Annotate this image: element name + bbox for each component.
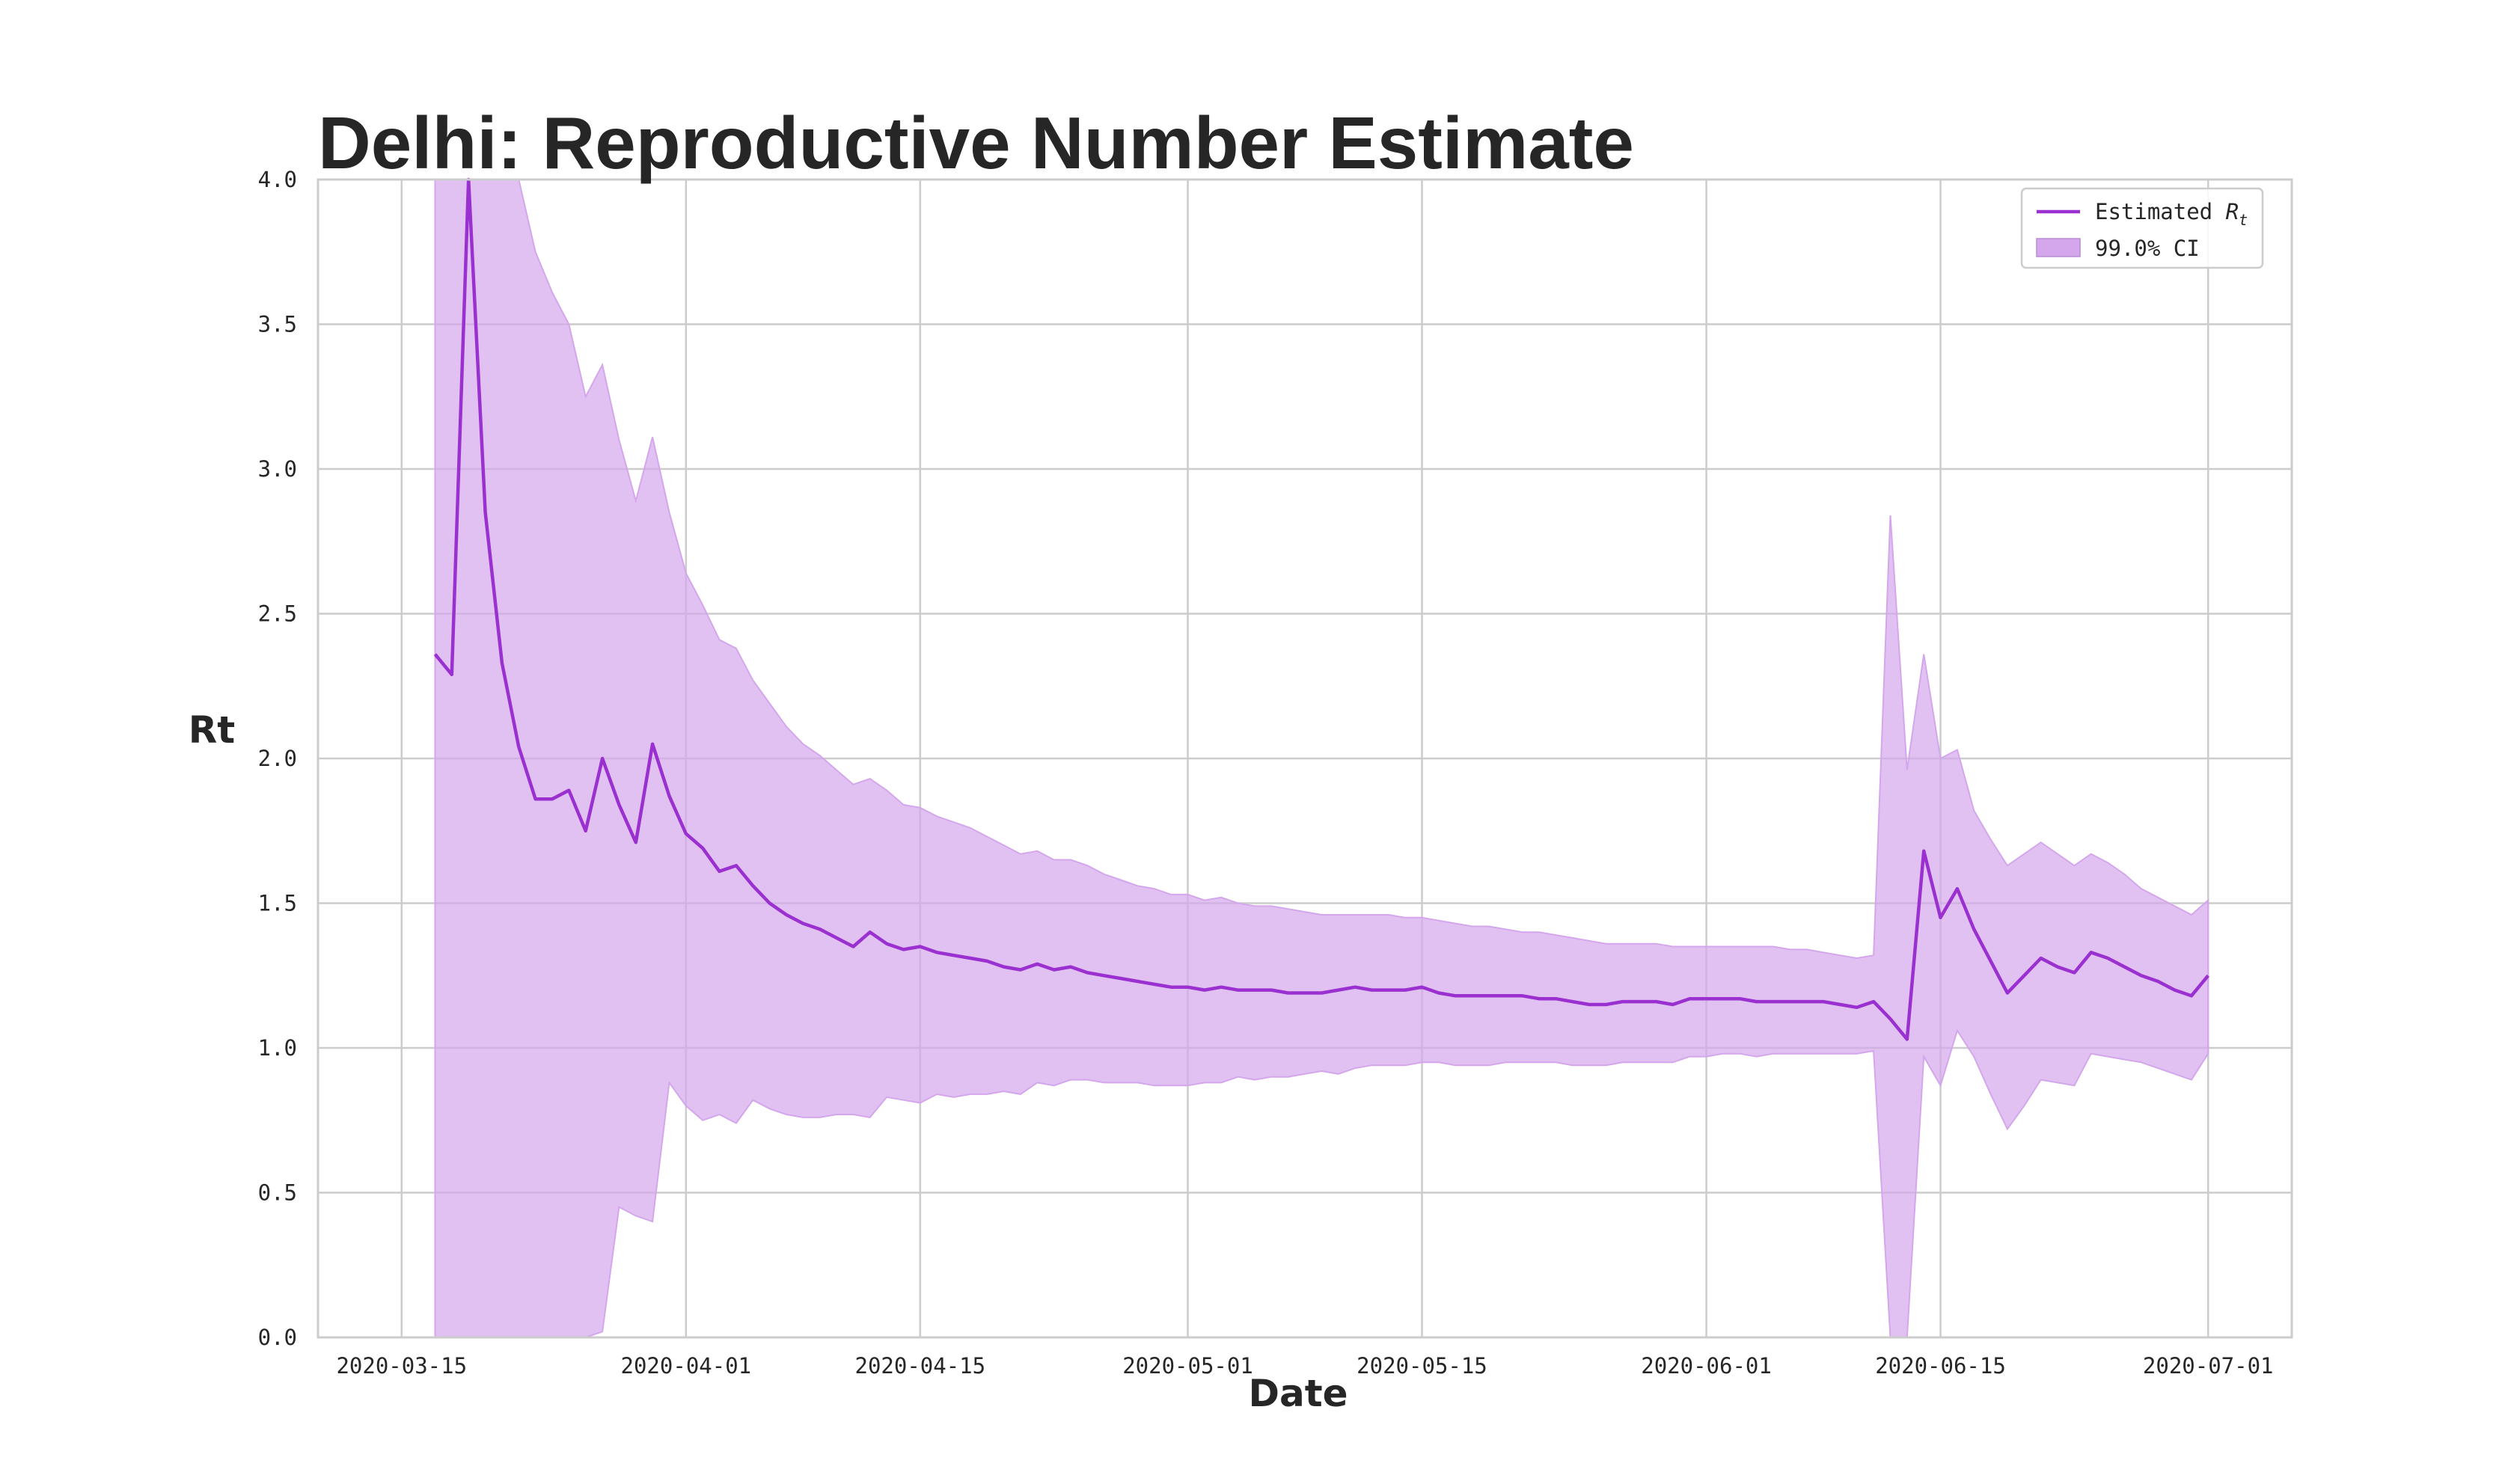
- plot-area: [316, 178, 2293, 1339]
- y-axis-ticks: 0.0 0.5 1.0 1.5 2.0 2.5 3.0 3.5 4.0: [258, 167, 297, 1350]
- x-axis-ticks: 2020-03-15 2020-04-01 2020-04-15 2020-05-01…: [336, 1353, 2273, 1379]
- x-tick-label: 2020-06-15: [1875, 1353, 2006, 1379]
- legend-band-label: 99.0% CI: [2095, 236, 2200, 261]
- legend-frame: [2020, 187, 2264, 269]
- y-tick-label: 3.5: [258, 312, 297, 337]
- legend-line-label: Estimated Rt: [2095, 199, 2248, 229]
- y-tick-label: 0.0: [258, 1325, 297, 1350]
- x-tick-label: 2020-04-15: [855, 1353, 986, 1379]
- y-tick-label: 0.5: [258, 1180, 297, 1206]
- x-tick-label: 2020-06-01: [1641, 1353, 1772, 1379]
- y-tick-label: 3.0: [258, 456, 297, 482]
- ci-band: [434, 179, 2209, 1338]
- x-tick-label: 2020-03-15: [336, 1353, 467, 1379]
- chart-title: Delhi: Reproductive Number Estimate: [318, 102, 1634, 184]
- y-tick-label: 2.5: [258, 601, 297, 627]
- x-axis-label: Date: [1248, 1372, 1348, 1415]
- x-tick-label: 2020-07-01: [2143, 1353, 2274, 1379]
- y-tick-label: 1.0: [258, 1035, 297, 1061]
- y-axis-label: Rt: [189, 708, 235, 752]
- y-tick-label: 1.5: [258, 891, 297, 916]
- x-tick-label: 2020-04-01: [621, 1353, 752, 1379]
- legend: Estimated Rt 99.0% CI: [2020, 187, 2264, 269]
- y-tick-label: 4.0: [258, 167, 297, 192]
- x-tick-label: 2020-05-15: [1357, 1353, 1487, 1379]
- x-tick-label: 2020-05-01: [1122, 1353, 1253, 1379]
- rt-line: [433, 177, 2209, 1041]
- legend-band-swatch: [2036, 238, 2081, 257]
- y-tick-label: 2.0: [258, 746, 297, 771]
